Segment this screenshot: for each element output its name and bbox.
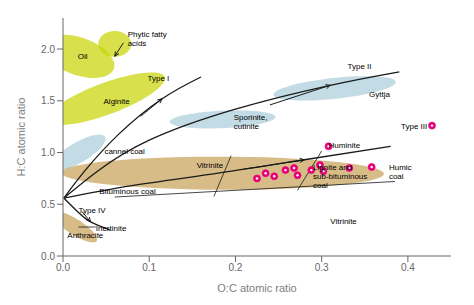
svg-text:Type I: Type I [147,74,169,83]
svg-text:Alginite: Alginite [104,96,131,105]
svg-text:2.0: 2.0 [41,44,55,55]
svg-text:Oil: Oil [78,52,88,61]
svg-text:0.1: 0.1 [142,262,156,273]
svg-text:0.4: 0.4 [401,262,415,273]
svg-text:1.5: 1.5 [41,95,55,106]
svg-text:Anthracite: Anthracite [67,230,104,240]
svg-text:Phytic fattyacids: Phytic fattyacids [128,30,167,48]
svg-text:0.2: 0.2 [228,262,242,273]
svg-text:Inertinite: Inertinite [96,224,127,233]
svg-text:Type IV: Type IV [79,206,107,215]
svg-text:Lignite andsub-bituminouscoal: Lignite andsub-bituminouscoal [313,163,367,190]
svg-text:Vitrinite: Vitrinite [330,216,357,225]
svg-text:0.0: 0.0 [56,262,70,273]
svg-text:Vitrinite: Vitrinite [197,160,224,169]
svg-text:0.3: 0.3 [315,262,329,273]
svg-text:Type III: Type III [401,121,427,130]
svg-text:Gyttja: Gyttja [369,89,390,98]
svg-text:cannel coal: cannel coal [104,147,145,156]
svg-text:Bituminous coal: Bituminous coal [99,186,156,195]
svg-text:Sporinite,cutinite: Sporinite,cutinite [234,112,268,130]
svg-text:0.0: 0.0 [41,251,55,262]
svg-text:O:C atomic ratio: O:C atomic ratio [217,282,296,294]
svg-text:H:C atomic ratio: H:C atomic ratio [15,98,27,177]
svg-text:Type II: Type II [348,61,372,70]
svg-text:Huminite: Huminite [329,141,361,150]
svg-text:1.0: 1.0 [41,147,55,158]
svg-text:Humiccoal: Humiccoal [389,162,412,180]
svg-text:0.5: 0.5 [41,199,55,210]
